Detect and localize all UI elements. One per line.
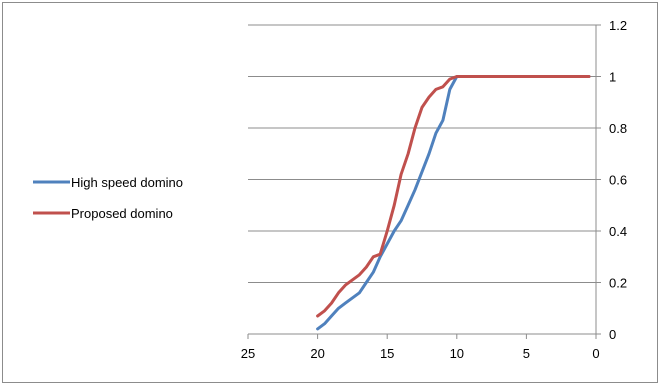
series-layer [316,75,591,331]
y-tick-label: 1 [609,70,616,85]
legend-label-1: Proposed domino [71,206,173,221]
y-tick-label: 0 [609,327,616,342]
x-tick-label: 20 [310,346,324,361]
y-tick-label: 0.6 [609,173,627,188]
x-tick-label: 5 [523,346,530,361]
x-tick-label: 25 [241,346,255,361]
y-tick-label: 0.4 [609,224,627,239]
y-tick-label: 0.2 [609,276,627,291]
series-line-proposed-domino [316,75,591,318]
series-line-high-speed-domino [316,75,591,331]
x-tick-label: 15 [380,346,394,361]
y-tick-label: 1.2 [609,18,627,33]
y-axis-ticks: 0 0.2 0.4 0.6 0.8 1 1.2 [596,18,627,342]
x-tick-label: 0 [592,346,599,361]
gridlines [248,24,596,283]
legend: High speed domino Proposed domino [33,175,183,221]
x-axis-ticks: 25 20 15 10 5 0 [241,334,600,361]
x-tick-label: 10 [450,346,464,361]
y-tick-label: 0.8 [609,121,627,136]
legend-label-0: High speed domino [71,175,183,190]
